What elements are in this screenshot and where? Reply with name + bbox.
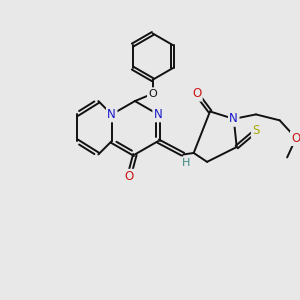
- Text: O: O: [291, 132, 300, 145]
- Text: O: O: [192, 87, 201, 100]
- Text: S: S: [252, 124, 260, 137]
- Text: H: H: [182, 158, 190, 168]
- Text: N: N: [230, 112, 238, 125]
- Text: N: N: [154, 108, 163, 121]
- Text: N: N: [107, 108, 116, 121]
- Text: O: O: [124, 170, 134, 183]
- Text: O: O: [148, 89, 157, 99]
